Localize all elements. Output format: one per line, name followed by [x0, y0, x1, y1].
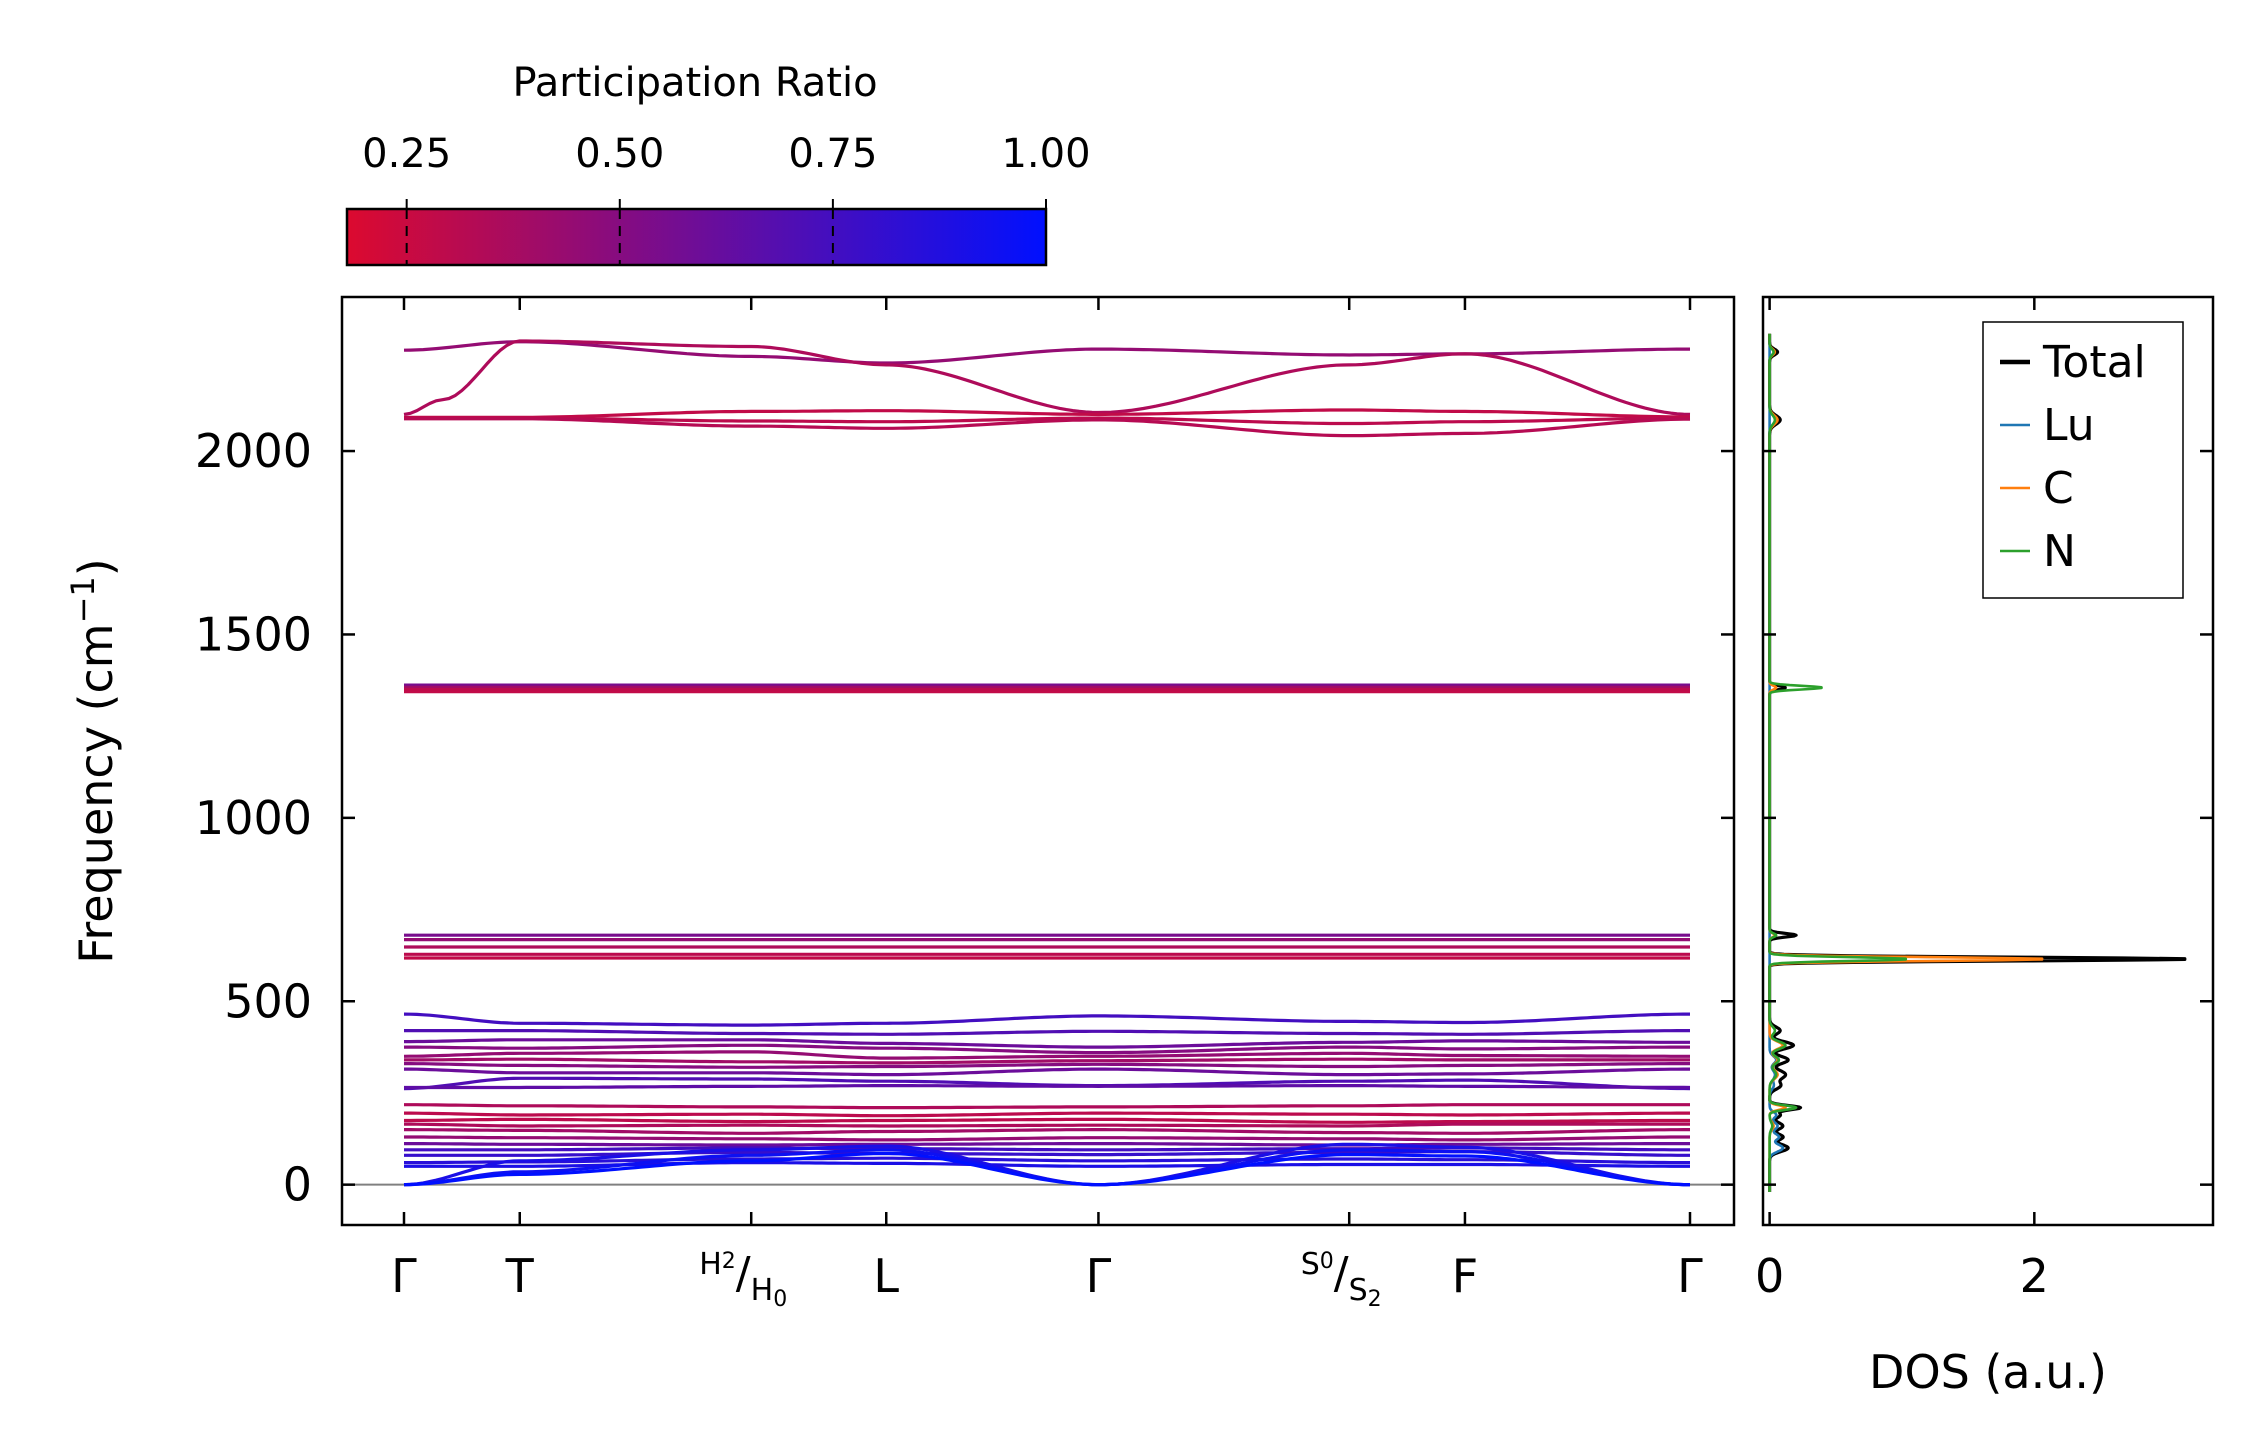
phonon-band — [404, 1124, 1690, 1126]
colorbar-gradient — [347, 209, 1046, 265]
phonon-band — [404, 1119, 1690, 1122]
colorbar-tick-label: 0.50 — [575, 131, 664, 177]
frequency-tick-label: 1000 — [195, 791, 312, 845]
kpath-label: Γ — [1086, 1249, 1112, 1303]
colorbar-tick-label: 1.00 — [1001, 131, 1090, 177]
kpath-label: T — [505, 1249, 535, 1303]
frequency-tick-label: 2000 — [195, 424, 312, 478]
phonon-band — [404, 1014, 1690, 1025]
kpath-label-split: H2/H0 — [699, 1247, 787, 1312]
kpath-label: Γ — [391, 1249, 417, 1303]
colorbar-tick-label: 0.75 — [788, 131, 877, 177]
phonon-band — [404, 1113, 1690, 1116]
kpath-label: Γ — [1677, 1249, 1703, 1303]
phonon-band — [404, 1069, 1690, 1075]
colorbar: Participation Ratio 0.25 0.50 0.75 1.00 — [347, 60, 1091, 265]
kpath-label-split: S0/S2 — [1301, 1247, 1382, 1312]
phonon-band — [404, 1130, 1690, 1134]
legend-label-n: N — [2043, 526, 2076, 577]
colorbar-tick-label: 0.25 — [362, 131, 451, 177]
phonon-band — [404, 1163, 1690, 1167]
phonon-band — [404, 342, 1690, 363]
phonon-band — [404, 410, 1690, 417]
legend-label-total: Total — [2042, 337, 2146, 388]
phonon-band — [404, 1031, 1690, 1035]
phonon-bands — [404, 341, 1690, 1185]
kpath-label: F — [1452, 1249, 1478, 1303]
figure: Participation Ratio 0.25 0.50 0.75 1.00 Γ T H… — [0, 0, 2259, 1455]
dos-tick-label: 2 — [2020, 1249, 2049, 1303]
phonon-band — [404, 1105, 1690, 1108]
frequency-tick-label: 1500 — [195, 607, 312, 661]
phonon-band — [404, 1086, 1690, 1088]
legend: Total Lu CN — [1983, 322, 2183, 598]
legend-label-c: C — [2043, 463, 2074, 514]
phonon-band — [404, 1059, 1690, 1063]
phonon-band — [404, 1144, 1690, 1145]
colorbar-title: Participation Ratio — [512, 60, 877, 106]
band-structure-panel: Γ T H2/H0 L Γ S0/S2 F Γ 0 500 1000 1500 2000 Freque… — [64, 297, 1734, 1312]
frequency-ticks: 0 500 1000 1500 2000 — [195, 424, 1734, 1212]
dos-curve-n — [1770, 334, 1906, 1192]
dos-axis-label: DOS (a.u.) — [1869, 1345, 2107, 1399]
dos-tick-label: 0 — [1755, 1249, 1784, 1303]
phonon-band — [404, 1137, 1690, 1140]
frequency-tick-label: 0 — [283, 1158, 312, 1212]
dos-panel: 0 2 DOS (a.u.) Total Lu CN — [1755, 297, 2213, 1399]
phonon-band — [404, 1064, 1690, 1068]
frequency-tick-label: 500 — [224, 974, 312, 1028]
legend-label-lu: Lu — [2043, 400, 2095, 451]
kpath-label: L — [873, 1249, 899, 1303]
frequency-axis-label: Frequency (cm−1) — [64, 558, 123, 963]
